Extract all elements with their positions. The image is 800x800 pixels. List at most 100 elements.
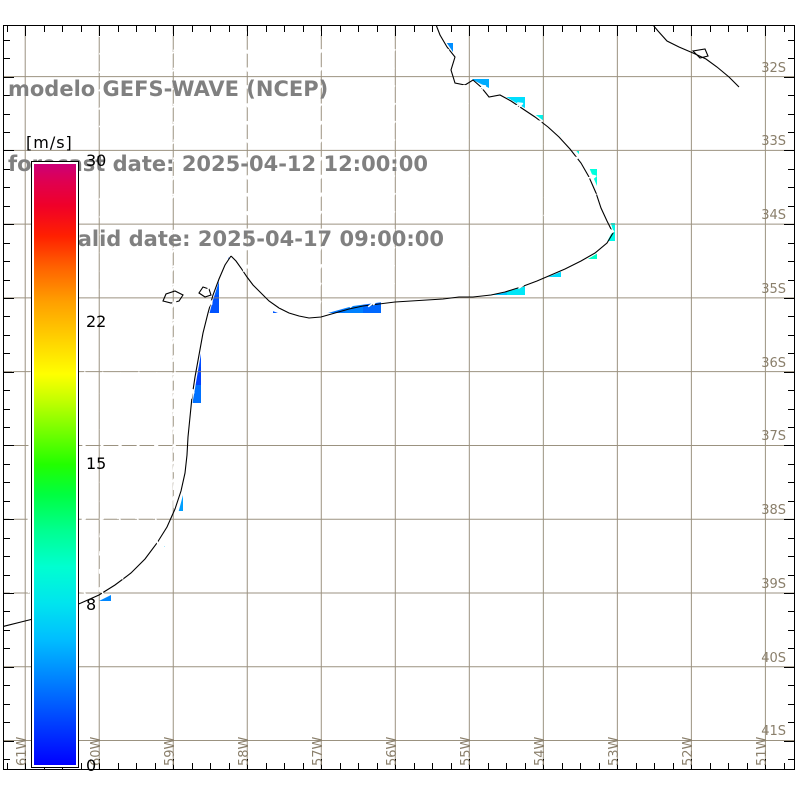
wind-arrow [241, 138, 251, 146]
wind-arrow [473, 210, 487, 217]
wind-arrow [438, 84, 450, 91]
wind-arrow [135, 407, 141, 417]
wind-arrow [313, 103, 323, 109]
wind-arrow [9, 318, 15, 326]
wind-arrow [242, 175, 250, 181]
wind-arrow [579, 192, 597, 199]
wind-arrow [241, 103, 251, 109]
wind-arrow [473, 84, 487, 91]
wind-arrow [99, 426, 105, 434]
wind-arrow [508, 102, 524, 110]
wind-arrow [99, 264, 105, 272]
wind-arrow [472, 156, 488, 163]
wind-arrow [98, 102, 106, 110]
wind-arrow [242, 264, 250, 272]
wind-arrow [278, 31, 286, 37]
wind-arrow [348, 84, 360, 91]
wind-arrow [117, 246, 123, 254]
wind-arrow [401, 210, 415, 218]
wind-arrow [312, 192, 324, 200]
wind-arrow [419, 66, 433, 74]
wind-arrow [330, 121, 342, 127]
wind-arrow [136, 371, 141, 381]
wind-arrow [384, 85, 396, 91]
wind-arrow [331, 103, 341, 109]
wind-arrow [402, 120, 414, 127]
wind-arrow [116, 138, 124, 146]
wind-arrow [152, 513, 159, 527]
wind-arrow [9, 534, 15, 542]
wind-arrow [81, 588, 87, 596]
wind-arrow [260, 192, 268, 200]
wind-arrow [366, 121, 378, 127]
wind-arrow [190, 389, 195, 399]
wind-arrow [27, 497, 33, 507]
wind-arrow [508, 192, 524, 199]
wind-arrow [81, 551, 87, 561]
wind-arrow [189, 299, 195, 309]
wind-arrow [224, 192, 232, 200]
wind-arrow [171, 228, 177, 236]
wind-arrow [349, 31, 359, 37]
wind-arrow [171, 477, 177, 491]
wind-arrow [81, 264, 87, 272]
wind-arrow [207, 300, 213, 308]
wind-arrow [153, 317, 159, 327]
wind-arrow [277, 157, 287, 163]
wind-arrow [117, 300, 123, 308]
wind-vectors [8, 30, 615, 614]
wind-arrow [455, 246, 469, 253]
wind-arrow [8, 606, 16, 614]
wind-arrow [189, 335, 195, 345]
wind-arrow [331, 210, 341, 218]
wind-arrow [349, 192, 359, 200]
wind-arrow [9, 282, 15, 290]
wind-arrow [100, 300, 105, 308]
wind-arrow [134, 120, 142, 128]
wind-arrow [260, 103, 268, 109]
wind-arrow [171, 174, 177, 182]
wind-arrow [153, 157, 159, 163]
wind-arrow [543, 210, 561, 217]
wind-arrow [154, 335, 159, 345]
wind-arrow [367, 246, 377, 254]
wind-arrow [490, 192, 506, 199]
wind-arrow [206, 85, 214, 91]
colorbar-gradient [32, 162, 78, 767]
wind-arrow [100, 318, 105, 326]
colorbar-tick-label: 30 [86, 151, 107, 170]
wind-arrow [135, 354, 141, 362]
wind-arrow [153, 442, 159, 454]
wind-arrow [295, 138, 305, 146]
wind-arrow [152, 66, 160, 74]
wind-arrow [153, 372, 159, 380]
wind-arrow [81, 354, 87, 362]
wind-arrow [544, 228, 560, 235]
wind-arrow [116, 120, 124, 128]
wind-arrow [242, 210, 250, 218]
wind-arrow [403, 265, 413, 271]
wind-arrow [278, 228, 286, 236]
wind-arrow [349, 175, 359, 181]
wind-arrow [402, 228, 414, 236]
colorbar [32, 162, 78, 767]
wind-arrow [171, 335, 177, 345]
wind-arrow [420, 48, 432, 55]
wind-arrow [420, 174, 432, 181]
wind-arrow [9, 407, 15, 417]
wind-arrow [526, 264, 542, 271]
wind-arrow [348, 156, 360, 164]
wind-arrow [135, 479, 141, 489]
wind-arrow [98, 120, 106, 128]
wind-arrow [296, 282, 304, 290]
wind-arrow [187, 84, 197, 92]
wind-arrow [295, 210, 305, 218]
wind-arrow [508, 210, 524, 217]
wind-arrow [206, 228, 214, 236]
wind-arrow [402, 102, 414, 109]
wind-arrow [153, 496, 159, 508]
wind-arrow [420, 264, 432, 271]
wind-arrow [242, 246, 250, 254]
wind-arrow [152, 102, 160, 110]
